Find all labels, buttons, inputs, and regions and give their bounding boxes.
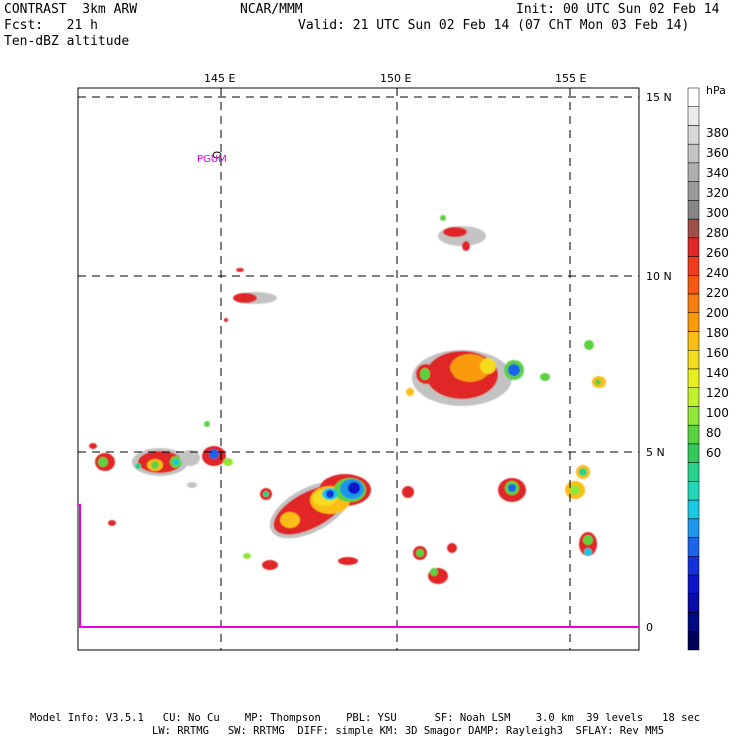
map-frame	[77, 87, 640, 651]
colorbar-swatch	[687, 331, 700, 351]
lon-label-155: 155 E	[555, 72, 586, 85]
colorbar-unit: hPa	[706, 84, 726, 97]
colorbar-swatch	[687, 499, 700, 520]
colorbar-swatch	[687, 181, 700, 201]
colorbar-label: 380	[706, 126, 729, 140]
colorbar-label: 160	[706, 346, 729, 360]
reflectivity-field	[89, 215, 606, 584]
colorbar	[687, 87, 700, 651]
colorbar-swatch	[687, 443, 700, 463]
colorbar-swatch	[687, 368, 700, 388]
colorbar-swatch	[687, 293, 700, 314]
colorbar-swatch	[687, 350, 700, 370]
station-marker-icon	[212, 151, 222, 159]
colorbar-swatch	[687, 106, 700, 126]
colorbar-swatch	[687, 424, 700, 445]
colorbar-label: 100	[706, 406, 729, 420]
lat-lon-grid	[78, 88, 639, 650]
colorbar-swatch	[687, 631, 700, 651]
colorbar-swatch	[687, 218, 700, 239]
colorbar-label: 240	[706, 266, 729, 280]
colorbar-swatch	[687, 87, 700, 107]
colorbar-label: 200	[706, 306, 729, 320]
colorbar-label: 80	[706, 426, 721, 440]
colorbar-swatch	[687, 574, 700, 595]
title-center: NCAR/MMM	[240, 2, 303, 17]
model-info-line2: LW: RRTMG SW: RRTMG DIFF: simple KM: 3D …	[152, 725, 665, 737]
lat-label-5n: 5 N	[646, 446, 665, 459]
colorbar-swatch	[687, 406, 700, 426]
colorbar-swatch	[687, 556, 700, 576]
map-svg: PGUM 145 E 150 E 155 E 15 N 10 N 5 N 0 h…	[77, 72, 729, 651]
axis-zero-label: 0	[646, 621, 653, 634]
colorbar-swatch	[687, 237, 700, 257]
colorbar-swatch	[687, 537, 700, 557]
colorbar-swatch	[687, 312, 700, 332]
title-model: CONTRAST 3km ARW	[4, 2, 138, 17]
colorbar-label: 360	[706, 146, 729, 160]
colorbar-swatch	[687, 200, 700, 220]
colorbar-label: 300	[706, 206, 729, 220]
colorbar-label: 280	[706, 226, 729, 240]
colorbar-label: 340	[706, 166, 729, 180]
section-line	[78, 504, 639, 628]
init-time: Init: 00 UTC Sun 02 Feb 14	[516, 2, 720, 17]
colorbar-label: 180	[706, 326, 729, 340]
colorbar-label: 260	[706, 246, 729, 260]
colorbar-label: 120	[706, 386, 729, 400]
model-info-line1: Model Info: V3.5.1 CU: No Cu MP: Thompso…	[30, 712, 701, 724]
colorbar-swatch	[687, 275, 700, 295]
colorbar-swatch	[687, 387, 700, 407]
colorbar-swatch	[687, 125, 700, 145]
colorbar-swatch	[687, 612, 700, 632]
colorbar-swatch	[687, 593, 700, 613]
lat-label-10n: 10 N	[646, 270, 672, 283]
station-label: PGUM	[197, 154, 227, 165]
lon-label-145: 145 E	[204, 72, 235, 85]
colorbar-swatch	[687, 462, 700, 482]
colorbar-swatch	[687, 162, 700, 182]
lon-label-150: 150 E	[380, 72, 411, 85]
field-name: Ten-dBZ altitude	[4, 34, 130, 49]
colorbar-label: 140	[706, 366, 729, 380]
colorbar-label: 220	[706, 286, 729, 300]
colorbar-label: 60	[706, 446, 721, 460]
colorbar-swatch	[687, 143, 700, 164]
valid-time: Valid: 21 UTC Sun 02 Feb 14 (07 ChT Mon …	[298, 18, 690, 33]
colorbar-swatch	[687, 481, 700, 501]
lat-label-15n: 15 N	[646, 91, 672, 104]
colorbar-swatch	[687, 518, 700, 538]
forecast-hour: Fcst: 21 h	[4, 18, 98, 33]
colorbar-label: 320	[706, 186, 729, 200]
colorbar-swatch	[687, 256, 700, 276]
colorbar-labels: 380 360 340 320 300 280 260 240 220 200 180 160 140 1…	[706, 126, 729, 460]
